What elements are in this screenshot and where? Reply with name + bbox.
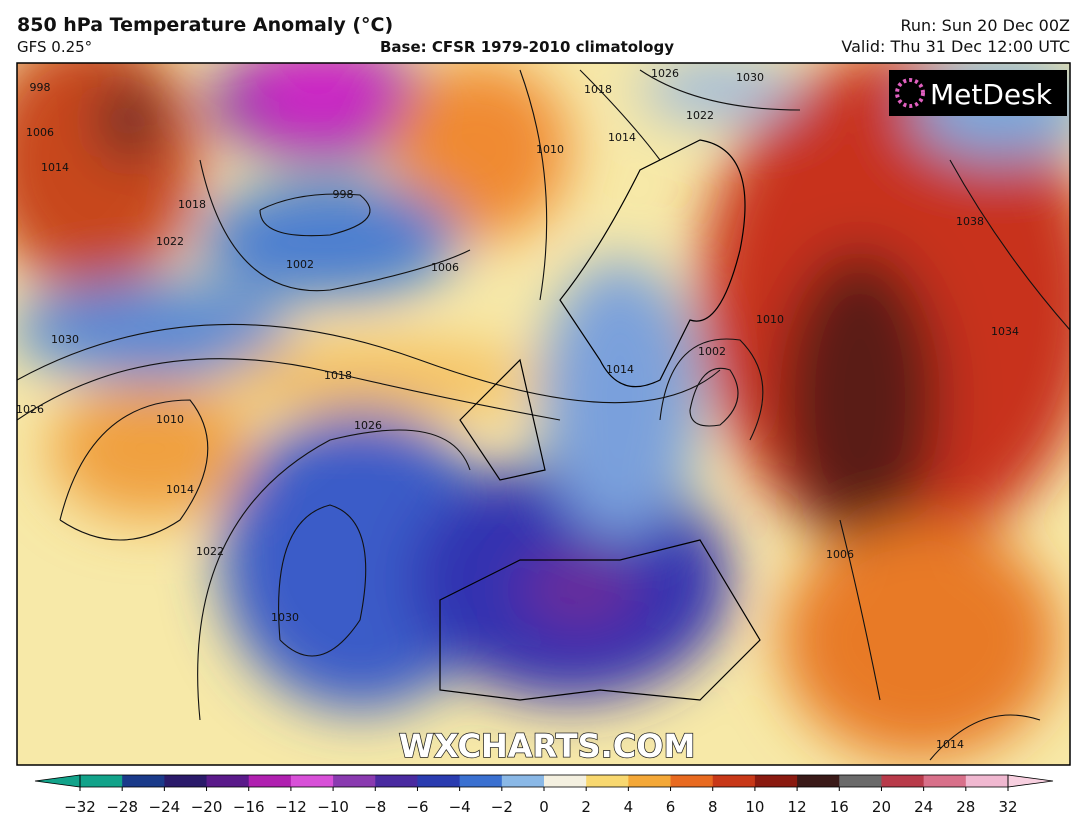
- colorbar-segment: [797, 775, 840, 787]
- colorbar-segment: [586, 775, 629, 787]
- base: Base: CFSR 1979-2010 climatology: [380, 38, 674, 56]
- run: Run: Sun 20 Dec 00Z: [901, 16, 1071, 35]
- isobar-label: 998: [333, 188, 354, 201]
- isobar-label: 1026: [651, 67, 679, 80]
- isobar-label: 1006: [826, 548, 854, 561]
- isobar-label: 1006: [26, 126, 54, 139]
- colorbar-segment: [206, 775, 250, 787]
- colorbar-segment: [290, 775, 334, 787]
- colorbar-tick-label: −6: [406, 798, 428, 816]
- colorbar-segment: [248, 775, 292, 787]
- colorbar-segment: [965, 775, 1009, 787]
- isobar-label: 1038: [956, 215, 984, 228]
- colorbar-tick-label: 6: [666, 798, 676, 816]
- colorbar-tick-label: 2: [581, 798, 591, 816]
- isobar-label: 1030: [736, 71, 764, 84]
- watermark: WXCHARTS.COM: [399, 727, 696, 765]
- colorbar-tick-label: −2: [491, 798, 513, 816]
- logo: MetDesk: [930, 78, 1053, 111]
- colorbar-tick-label: 20: [872, 798, 891, 816]
- colorbar-segment: [628, 775, 672, 787]
- isobar-label: 1018: [584, 83, 612, 96]
- colorbar-segment: [333, 775, 376, 787]
- colorbar-segment: [839, 775, 882, 787]
- isobar-label: 1014: [41, 161, 69, 174]
- colorbar-segment: [80, 775, 123, 787]
- isobar-label: 1034: [991, 325, 1019, 338]
- colorbar-tick-label: −24: [149, 798, 181, 816]
- colorbar-segment: [501, 775, 545, 787]
- colorbar-segment: [375, 775, 418, 787]
- colorbar-end: [34, 774, 81, 788]
- isobar-label: 1026: [16, 403, 44, 416]
- isobar-label: 1002: [698, 345, 726, 358]
- colorbar-segment: [670, 775, 714, 787]
- valid: Valid: Thu 31 Dec 12:00 UTC: [841, 37, 1070, 56]
- isobar-label: 1018: [178, 198, 206, 211]
- colorbar-tick-label: −16: [233, 798, 265, 816]
- colorbar-segment: [712, 775, 756, 787]
- isobar-label: 1014: [606, 363, 634, 376]
- isobars: [17, 69, 1070, 761]
- isobar-label: 1022: [686, 109, 714, 122]
- isobar-label: 1010: [536, 143, 564, 156]
- colorbar-tick-label: −10: [317, 798, 349, 816]
- isobar-label: 1010: [156, 413, 184, 426]
- isobar-label: 1010: [756, 313, 784, 326]
- colorbar-tick-label: 0: [539, 798, 549, 816]
- isobar-label: 1014: [936, 738, 964, 751]
- isobar-label: 1002: [286, 258, 314, 271]
- map-frame: [16, 62, 1071, 766]
- model: GFS 0.25°: [17, 38, 92, 56]
- colorbar-segment: [881, 775, 925, 787]
- isobar-label: 1030: [271, 611, 299, 624]
- colorbar-tick-label: 10: [745, 798, 764, 816]
- colorbar-tick-label: 28: [956, 798, 975, 816]
- isobar-label: 1014: [608, 131, 636, 144]
- logo-icon: [895, 78, 925, 108]
- colorbar-segment: [122, 775, 165, 787]
- logo-box: [889, 70, 1067, 116]
- colorbar-tick-label: 12: [788, 798, 807, 816]
- colorbar-tick-label: −4: [449, 798, 471, 816]
- isobar-label: 1022: [156, 235, 184, 248]
- colorbar-tick-label: −12: [275, 798, 307, 816]
- colorbar-tick-label: 32: [998, 798, 1017, 816]
- coastlines: [439, 139, 761, 701]
- isobar-label: 1014: [166, 483, 194, 496]
- colorbar-tick-label: −20: [191, 798, 223, 816]
- colorbar-tick-label: −32: [64, 798, 96, 816]
- isobar-label: 1006: [431, 261, 459, 274]
- map: 998 1006 1014 1018 1022 1030 1026 1010 1014 1022 1…: [16, 63, 1070, 765]
- colorbar-segment: [544, 775, 587, 787]
- isobar-label: 998: [30, 81, 51, 94]
- isobar-label: 1018: [324, 369, 352, 382]
- isobar-label: 1022: [196, 545, 224, 558]
- colorbar-tick-label: 4: [624, 798, 634, 816]
- colorbar-tick-label: −8: [364, 798, 386, 816]
- colorbar-segment: [754, 775, 798, 787]
- colorbar-tick-label: 8: [708, 798, 718, 816]
- colorbar-end: [1007, 774, 1054, 788]
- isobar-label: 1030: [51, 333, 79, 346]
- colorbar-tick-label: 24: [914, 798, 933, 816]
- colorbar-segment: [459, 775, 503, 787]
- colorbar-tick-label: 16: [830, 798, 849, 816]
- colorbar-tick-label: −28: [106, 798, 138, 816]
- colorbar-segment: [164, 775, 208, 787]
- isobar-label: 1026: [354, 419, 382, 432]
- colorbar-segment: [417, 775, 461, 787]
- colorbar-segment: [923, 775, 967, 787]
- title: 850 hPa Temperature Anomaly (°C): [17, 14, 393, 36]
- colorbar: −32 −28 −24 −20 −16 −12 −10 −8 −6 −4 −2 0 2 4 6 8 10 12 16…: [34, 774, 1054, 816]
